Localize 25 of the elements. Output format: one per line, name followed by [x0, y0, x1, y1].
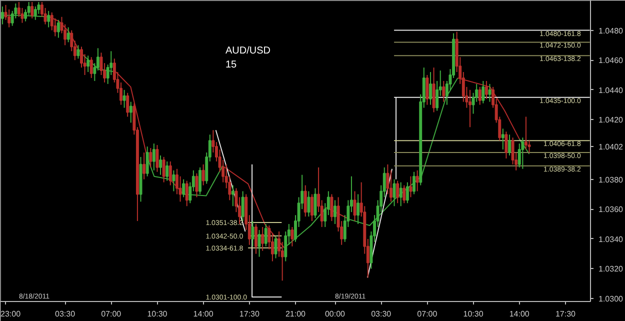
- x-tick-label: 17:30: [239, 310, 260, 318]
- y-tick-label: 1.0300: [598, 294, 624, 304]
- text: 15: [226, 60, 238, 70]
- text: AUD/USD: [226, 46, 271, 56]
- y-tick-label: 1.0340: [598, 234, 624, 244]
- x-tick-label: 10:30: [463, 310, 484, 318]
- x-tick-label: 17:30: [555, 310, 576, 318]
- x-tick-label: 07:00: [417, 310, 438, 318]
- x-tick-label: 10:30: [147, 310, 168, 318]
- y-tick-label: 1.0460: [598, 56, 624, 66]
- y-tick-label: 1.0360: [598, 205, 624, 214]
- y-tick-label: 1.0480: [598, 26, 624, 36]
- y-tick-label: 1.0380: [598, 175, 624, 184]
- y-tick-label: 1.0320: [598, 264, 624, 274]
- y-tick-label: 1.0420: [598, 116, 624, 125]
- y-tick-label: 1.0402: [598, 142, 624, 152]
- x-tick-label: 03:30: [371, 310, 392, 318]
- x-tick-label: 03:30: [55, 310, 76, 318]
- x-tick-label: 23:00: [0, 310, 22, 318]
- y-tick-label: 1.0440: [598, 86, 624, 95]
- x-tick-label: 14:00: [509, 310, 530, 318]
- x-tick-label: 21:00: [285, 310, 306, 318]
- x-tick-label: 00:00: [325, 310, 346, 318]
- x-tick-label: 14:00: [193, 310, 214, 318]
- x-tick-label: 07:00: [101, 310, 122, 318]
